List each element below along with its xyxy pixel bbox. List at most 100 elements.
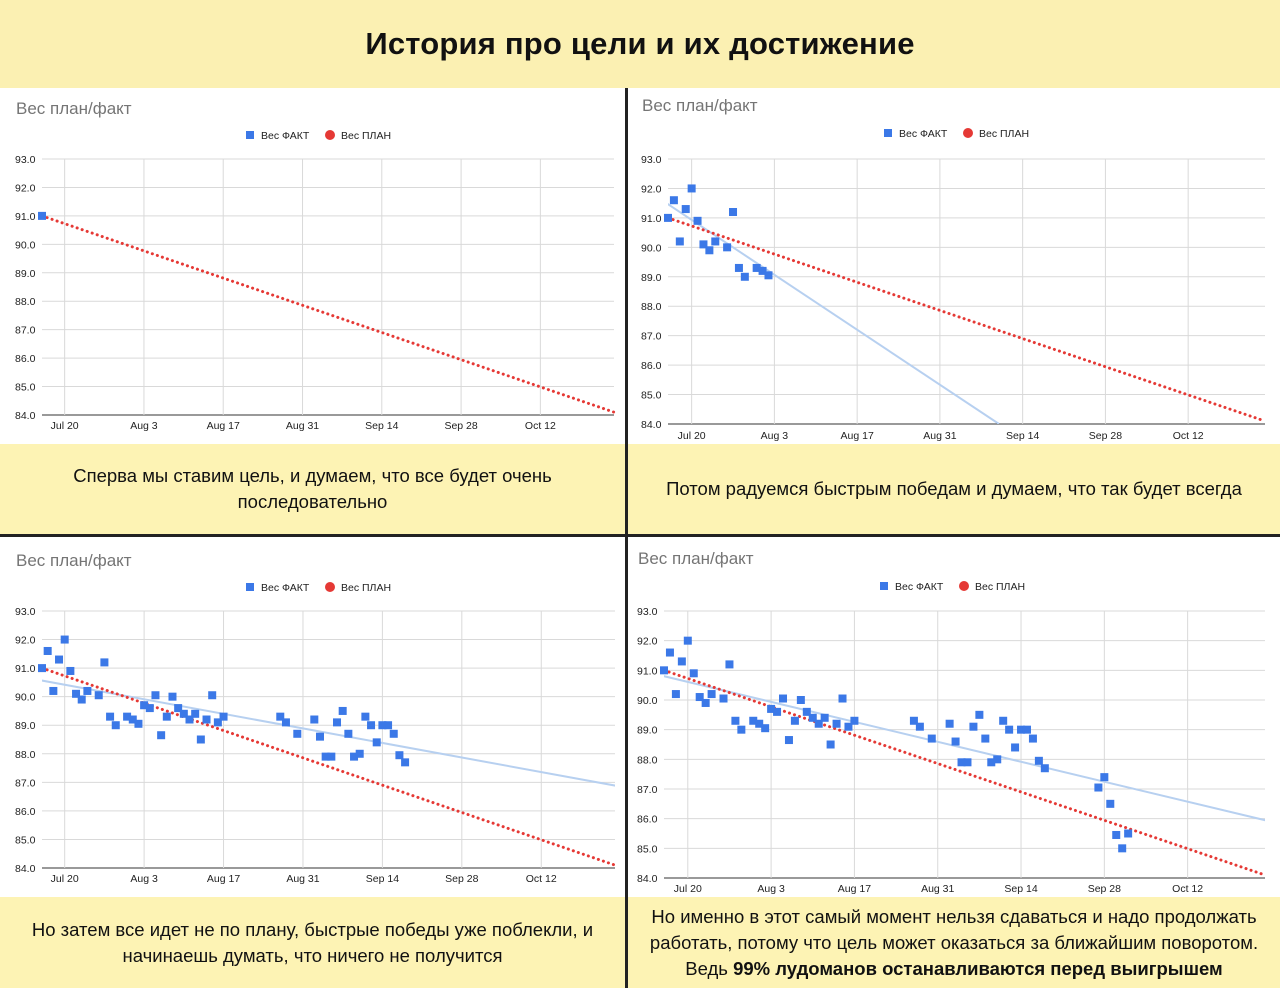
fact-point [1124, 829, 1133, 838]
y-tick-label: 93.0 [15, 154, 36, 166]
fact-point [1118, 844, 1127, 853]
fact-point [927, 734, 936, 743]
fact-point [333, 718, 342, 727]
x-tick-label: Sep 14 [1006, 430, 1039, 442]
legend-plan-marker [325, 582, 335, 592]
fact-point [100, 658, 109, 667]
fact-point [695, 693, 704, 702]
fact-point [1106, 799, 1115, 808]
x-tick-label: Jul 20 [51, 420, 79, 432]
fact-point [1028, 734, 1037, 743]
x-tick-label: Aug 17 [207, 420, 240, 432]
x-tick-label: Aug 31 [286, 873, 319, 885]
x-tick-label: Oct 12 [1172, 883, 1203, 895]
y-tick-label: 88.0 [637, 754, 658, 766]
fact-point [55, 655, 64, 664]
fact-point [293, 729, 302, 738]
fact-point [731, 716, 740, 725]
legend-fact-label: Вес ФАКТ [261, 582, 310, 594]
fact-point [367, 721, 376, 730]
chart-panel-2: Вес план/факт Вес ФАКТ Вес ПЛАН 93.0 92.0 91.… [628, 88, 1280, 444]
fact-point [384, 721, 393, 730]
fact-point [315, 732, 324, 741]
x-tick-label: Jul 20 [51, 873, 79, 885]
fact-point [202, 715, 211, 724]
fact-point [687, 184, 696, 193]
x-tick-label: Sep 14 [365, 420, 398, 432]
fact-point [145, 704, 154, 713]
y-tick-label: 88.0 [15, 749, 36, 761]
caption-text-1: Сперва мы ставим цель, и думаем, что все… [73, 465, 552, 512]
x-tick-label: Sep 28 [444, 420, 477, 432]
header-banner: История про цели и их достижение [0, 0, 1280, 88]
chart-title: Вес план/факт [16, 551, 132, 570]
fact-point [773, 707, 782, 716]
legend-plan-label: Вес ПЛАН [975, 581, 1025, 593]
fact-point [151, 691, 160, 700]
fact-point [174, 704, 183, 713]
fact-point [185, 715, 194, 724]
fact-point [338, 706, 347, 715]
caption-text-2: Потом радуемся быстрым победам и думаем,… [666, 478, 1242, 499]
fact-point [723, 243, 732, 252]
fact-point [276, 712, 285, 721]
chart-panel-4: Вес план/факт Вес ФАКТ Вес ПЛАН 93.0 92.0 91.… [628, 537, 1280, 897]
fact-point [179, 709, 188, 718]
fact-point [128, 715, 137, 724]
fact-point [1100, 773, 1109, 782]
fact-point [981, 734, 990, 743]
fact-point [669, 196, 678, 205]
fact-point [850, 716, 859, 725]
fact-point [66, 666, 75, 675]
x-tick-label: Aug 3 [761, 430, 789, 442]
fact-point [389, 729, 398, 738]
x-tick-label: Oct 12 [1173, 430, 1204, 442]
fact-point [372, 738, 381, 747]
fact-point [677, 657, 686, 666]
y-tick-label: 85.0 [641, 390, 662, 402]
fact-point [764, 271, 773, 280]
fact-point [43, 646, 52, 655]
x-tick-label: Aug 17 [841, 430, 874, 442]
legend-plan-marker [959, 581, 969, 591]
fact-point [915, 722, 924, 731]
y-tick-label: 91.0 [641, 213, 662, 225]
fact-point [826, 740, 835, 749]
fact-point [350, 752, 359, 761]
fact-point [38, 211, 46, 220]
fact-point [701, 698, 710, 707]
legend-fact-marker [246, 583, 254, 591]
legend-fact-marker [880, 582, 888, 590]
y-tick-label: 86.0 [637, 814, 658, 826]
chart-legend: Вес ФАКТ Вес ПЛАН [246, 130, 391, 142]
x-tick-label: Aug 17 [838, 883, 871, 895]
x-tick-label: Jul 20 [678, 430, 706, 442]
caption-text-3: Но затем все идет не по плану, быстрые п… [31, 918, 594, 966]
fact-point [111, 721, 120, 730]
caption-text-4-prefix: Ведь [685, 957, 734, 979]
fact-point [157, 731, 166, 740]
fact-point [705, 246, 714, 255]
y-tick-label: 90.0 [15, 692, 36, 704]
caption-panel-3: Но затем все идет не по плану, быстрые п… [0, 897, 625, 988]
fact-point [975, 710, 984, 719]
y-tick-label: 89.0 [641, 272, 662, 284]
fact-point [802, 707, 811, 716]
chart-panel-1: Вес план/факт Вес ФАКТ Вес ПЛАН 93.0 92.0 91.… [0, 88, 625, 444]
fact-point [106, 712, 115, 721]
plan-series-line [662, 668, 1267, 877]
fact-point [327, 752, 336, 761]
fact-point [208, 691, 217, 700]
chart-legend: Вес ФАКТ Вес ПЛАН [884, 128, 1029, 140]
fact-point [72, 689, 81, 698]
y-tick-label: 84.0 [641, 419, 662, 431]
fact-point [395, 751, 404, 760]
y-tick-label: 85.0 [637, 843, 658, 855]
fact-point [683, 636, 692, 645]
fact-point [140, 701, 149, 710]
fact-point [344, 729, 353, 738]
x-tick-label: Aug 31 [286, 420, 319, 432]
fact-point [77, 695, 86, 704]
divider-vertical [625, 88, 628, 988]
caption-text-4: Но именно в этот самый момент нельзя сда… [634, 904, 1274, 982]
